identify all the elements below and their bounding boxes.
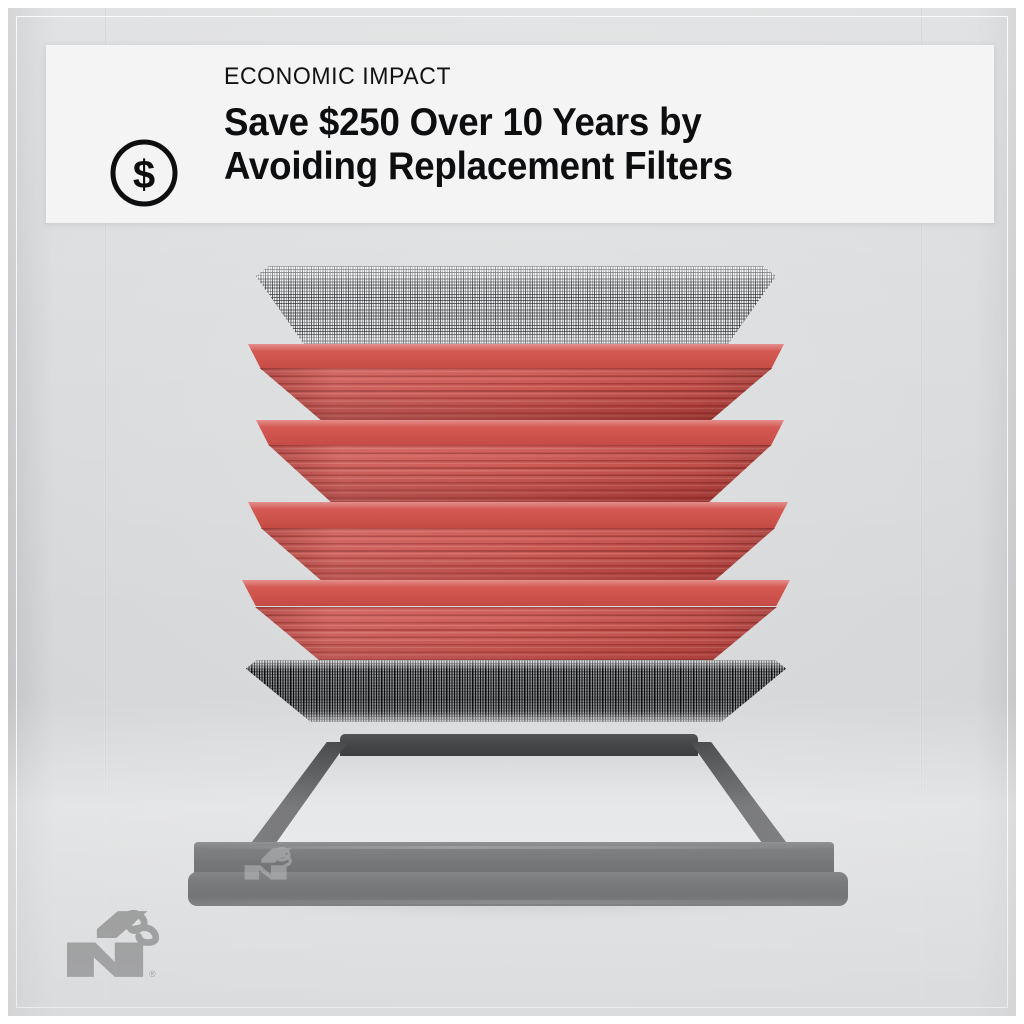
- banner-headline: Save $250 Over 10 Years by Avoiding Repl…: [224, 101, 929, 190]
- banner-eyebrow: ECONOMIC IMPACT: [224, 63, 452, 90]
- filter-layer-urethane-frame: [188, 734, 848, 924]
- frame-base-flange: [188, 872, 848, 906]
- svg-text:$: $: [133, 153, 155, 197]
- filter-layer-top-wire-mesh-screen: [256, 266, 776, 350]
- media-pleat-face: [268, 445, 772, 506]
- backdrop-seam-left: [104, 8, 107, 1016]
- media-top-lip: [242, 580, 790, 606]
- frame-kn-logo-icon: [240, 846, 314, 882]
- filter-layer-cotton-gauze-media-1: [248, 344, 784, 422]
- banner-headline-line-1: Save $250 Over 10 Years by: [224, 101, 702, 144]
- filter-layer-cotton-gauze-media-3: [248, 502, 788, 592]
- product-photo-background: $ ECONOMIC IMPACT Save $250 Over 10 Year…: [8, 8, 1016, 1016]
- filter-layer-cotton-gauze-media-2: [256, 420, 784, 506]
- frame-back-rail: [340, 734, 698, 756]
- media-top-lip: [248, 344, 784, 370]
- media-top-lip: [248, 502, 788, 528]
- banner-text-block: ECONOMIC IMPACT Save $250 Over 10 Years …: [224, 65, 974, 190]
- backdrop-seam-right: [920, 8, 923, 1016]
- dollar-circle-icon: $: [108, 137, 180, 209]
- filter-layer-bottom-wire-mesh-screen: [246, 660, 786, 722]
- kn-brand-logo: ®: [64, 906, 176, 982]
- media-pleat-face: [259, 368, 773, 422]
- economic-impact-banner: $ ECONOMIC IMPACT Save $250 Over 10 Year…: [46, 45, 994, 223]
- media-top-lip: [256, 420, 784, 446]
- registered-trademark-symbol: ®: [149, 969, 156, 979]
- exploded-filter-stack: [8, 8, 1016, 1016]
- banner-headline-line-2: Avoiding Replacement Filters: [224, 145, 733, 189]
